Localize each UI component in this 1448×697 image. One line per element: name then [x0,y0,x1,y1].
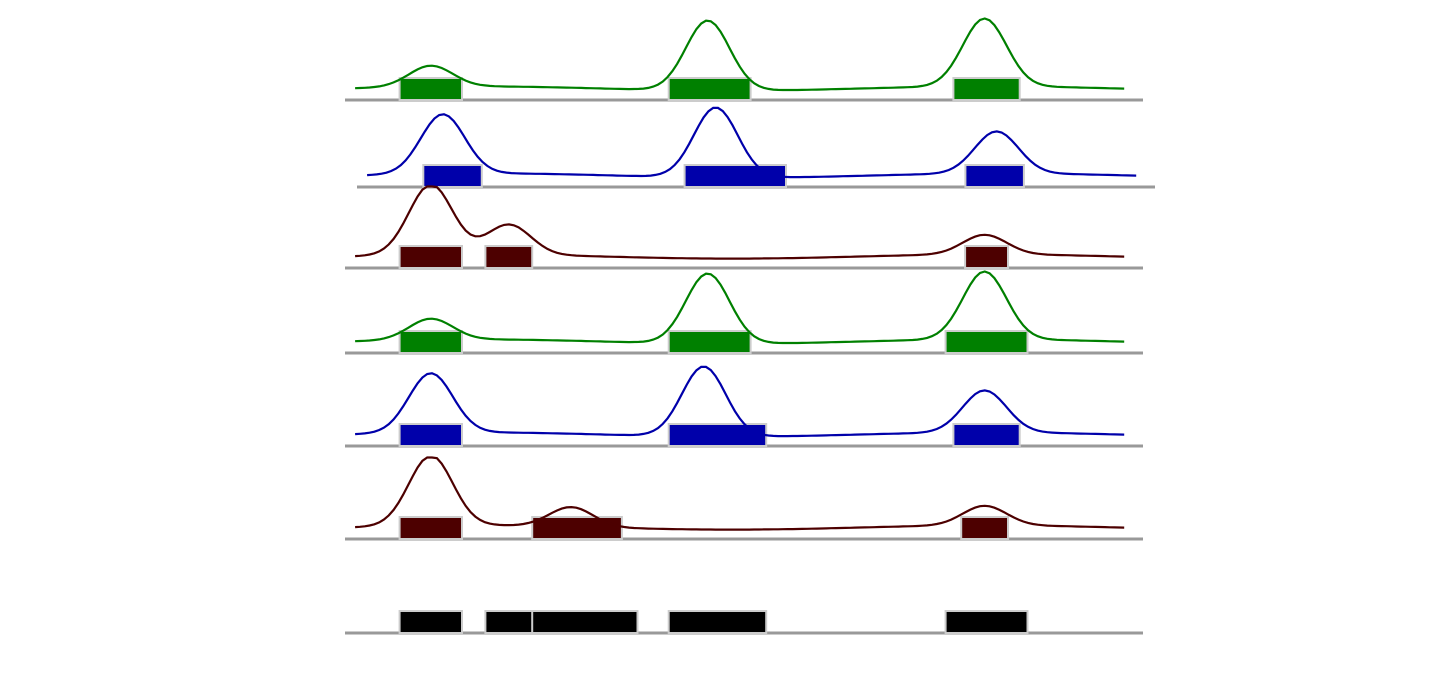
exon-block [422,164,483,188]
exon-block [398,245,464,269]
coverage-curve [355,185,1125,260]
coverage-curve [355,270,1125,345]
signal-track [345,456,1143,541]
coverage-curve [355,365,1125,438]
exon-block [952,77,1021,101]
exon-block [398,330,464,354]
coverage-curve [367,106,1137,179]
signal-track [345,365,1143,448]
exon-block [667,77,752,101]
exon-block [667,610,768,634]
exon-block [531,516,623,540]
exon-block [683,164,787,188]
exon-block [952,423,1021,447]
tracks-layer [345,17,1155,541]
exon-block [484,245,534,269]
coverage-curve [355,456,1125,531]
signal-track [345,185,1143,270]
exon-block [960,516,1010,540]
exon-block [964,245,1009,269]
reference-track [345,610,1143,635]
exon-block [398,610,464,634]
signal-track [345,270,1143,355]
signal-track [345,17,1143,102]
exon-block [667,330,752,354]
exon-block [398,77,464,101]
signal-track [357,106,1155,189]
exon-block [667,423,768,447]
exon-block [398,423,464,447]
exon-block [531,610,639,634]
coverage-curve [355,17,1125,92]
exon-block [944,330,1029,354]
exon-block [944,610,1029,634]
exon-block [398,516,464,540]
exon-block [964,164,1025,188]
